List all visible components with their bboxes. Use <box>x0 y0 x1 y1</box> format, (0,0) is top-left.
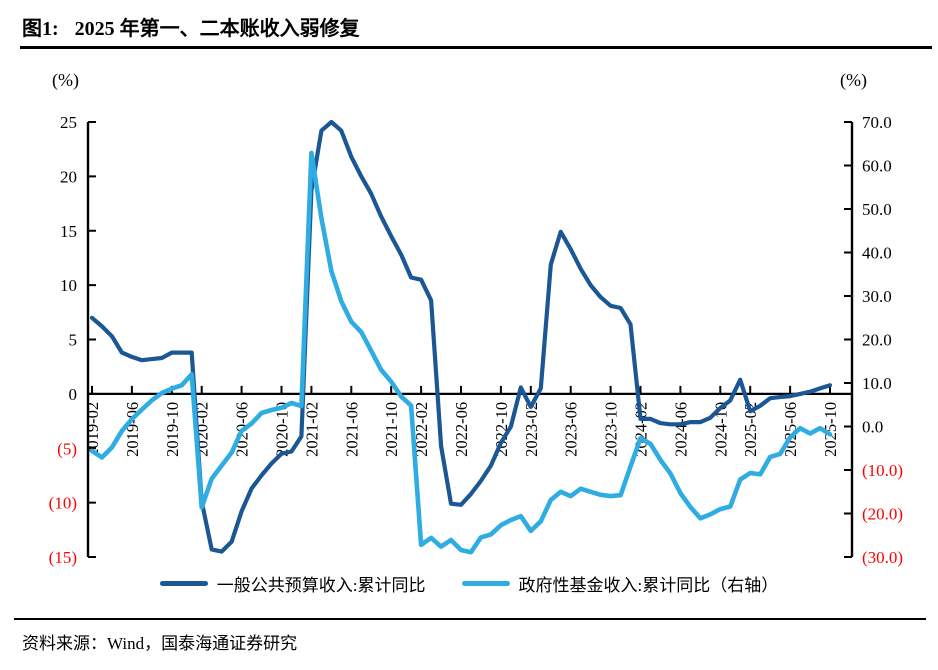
footer-divider <box>14 618 926 620</box>
left-axis-unit: (%) <box>52 70 79 90</box>
x-axis-tick-label: 2019-02 <box>83 402 102 457</box>
right-axis-tick-label: (10.0) <box>862 461 903 480</box>
right-axis-unit: (%) <box>840 70 867 90</box>
legend-label-general-budget: 一般公共预算收入:累计同比 <box>216 576 426 595</box>
legend-line-icon-dark <box>159 581 208 586</box>
right-axis-tick-label: 0.0 <box>862 418 883 437</box>
x-axis-tick-label: 2019-10 <box>163 402 182 457</box>
figure-title: 图1: 2025 年第一、二本账收入弱修复 <box>22 12 360 41</box>
left-axis-tick-label: 0 <box>69 385 78 404</box>
legend-line-icon-light <box>461 581 510 586</box>
x-axis-tick-label: 2023-10 <box>602 402 621 457</box>
right-axis-tick-label: 50.0 <box>862 200 892 219</box>
x-axis-tick-label: 2020-10 <box>272 402 291 457</box>
x-axis-tick-label: 2021-10 <box>382 402 401 457</box>
right-axis-tick-label: 20.0 <box>862 331 892 350</box>
x-axis-tick-label: 2022-10 <box>492 402 511 457</box>
left-axis-tick-label: 25 <box>60 113 77 132</box>
figure-title-text: 2025 年第一、二本账收入弱修复 <box>74 18 360 40</box>
left-axis-tick-label: (10) <box>49 494 77 513</box>
legend-item-govt-fund: 政府性基金收入:累计同比（右轴） <box>461 571 779 596</box>
right-axis-tick-label: 10.0 <box>862 374 892 393</box>
x-axis-tick-label: 2022-06 <box>452 402 471 457</box>
x-axis-tick-label: 2022-02 <box>412 402 431 457</box>
x-axis-tick-label: 2024-10 <box>711 402 730 457</box>
right-axis-tick-label: (20.0) <box>862 505 903 524</box>
right-axis-tick-label: 40.0 <box>862 244 892 263</box>
right-axis-tick-label: 30.0 <box>862 287 892 306</box>
left-axis-tick-label: 15 <box>60 222 77 241</box>
title-divider <box>20 46 932 49</box>
left-axis-tick-label: 20 <box>60 167 77 186</box>
left-axis-tick-label: (15) <box>49 548 77 567</box>
left-axis-labels: 25 20 15 10 5 0 (5) (10) (15) <box>49 113 96 567</box>
right-axis-labels: 70.0 60.0 50.0 40.0 30.0 20.0 10.0 0.0 (10.0) (20… <box>844 113 903 567</box>
x-axis-tick-label: 2021-06 <box>342 402 361 457</box>
left-axis-tick-label: 5 <box>69 331 78 350</box>
right-axis-tick-label: 60.0 <box>862 157 892 176</box>
source-text: 资料来源：Wind，国泰海通证券研究 <box>22 634 298 653</box>
legend-label-govt-fund: 政府性基金收入:累计同比（右轴） <box>518 576 779 595</box>
x-axis-tick-label: 2023-06 <box>562 402 581 457</box>
legend: 一般公共预算收入:累计同比 政府性基金收入:累计同比（右轴） <box>0 571 938 596</box>
legend-item-general-budget: 一般公共预算收入:累计同比 <box>159 571 426 596</box>
left-axis-tick-label: 10 <box>60 276 77 295</box>
x-axis-tick-label: 2023-02 <box>522 402 541 457</box>
x-axis-tick-label: 2024-06 <box>671 402 690 457</box>
x-axis-tick-label: 2025-10 <box>821 402 840 457</box>
left-axis-tick-label: (5) <box>57 439 77 458</box>
series-line-govt-fund <box>89 150 833 555</box>
right-axis-tick-label: 70.0 <box>862 113 892 132</box>
series-line-general-budget <box>89 119 833 554</box>
right-axis-tick-label: (30.0) <box>862 548 903 567</box>
x-axis-tick-label: 2021-02 <box>302 402 321 457</box>
figure-number: 图1: <box>22 18 59 40</box>
x-axis-tick-label: 2025-02 <box>741 402 760 457</box>
